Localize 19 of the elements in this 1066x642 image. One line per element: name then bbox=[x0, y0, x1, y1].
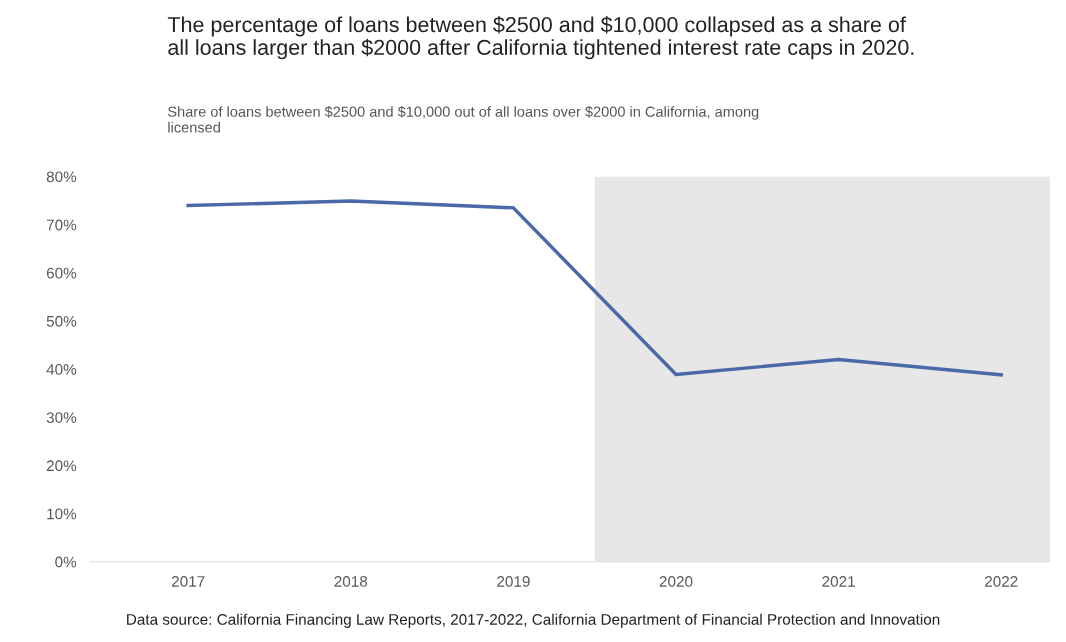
y-tick-label: 50% bbox=[46, 315, 77, 327]
x-tick-label: 2021 bbox=[822, 576, 855, 587]
y-tick-label: 80% bbox=[46, 171, 77, 183]
line-series bbox=[186, 199, 1003, 377]
y-tick-label: 20% bbox=[46, 460, 77, 472]
y-tick-label: 30% bbox=[46, 412, 77, 423]
y-tick-label: 60% bbox=[46, 267, 77, 279]
y-tick-label: 10% bbox=[47, 508, 77, 520]
y-tick-label: 0% bbox=[55, 556, 77, 568]
x-tick-label: 2022 bbox=[985, 576, 1018, 587]
chart-title: The percentage of loans between $2500 and $10,000 collapsed as a share of all loans larger than $2000 after California tightened interest rate caps in 2020. bbox=[167, 16, 914, 60]
x-tick-label: 2017 bbox=[171, 576, 205, 587]
y-tick-label: 40% bbox=[46, 364, 77, 375]
x-tick-label: 2019 bbox=[497, 576, 530, 587]
x-tick-label: 2020 bbox=[659, 576, 693, 587]
y-tick-label: 70% bbox=[46, 219, 77, 231]
x-tick-label: 2018 bbox=[334, 576, 368, 587]
source-note: Data source: California Financing Law Reports, 2017-2022, California Department of Financial Protection and Innovation bbox=[127, 613, 940, 628]
chart-subtitle: Share of loans between $2500 and $10,000 out of all loans over $2000 in California, among licensed bbox=[168, 105, 759, 133]
